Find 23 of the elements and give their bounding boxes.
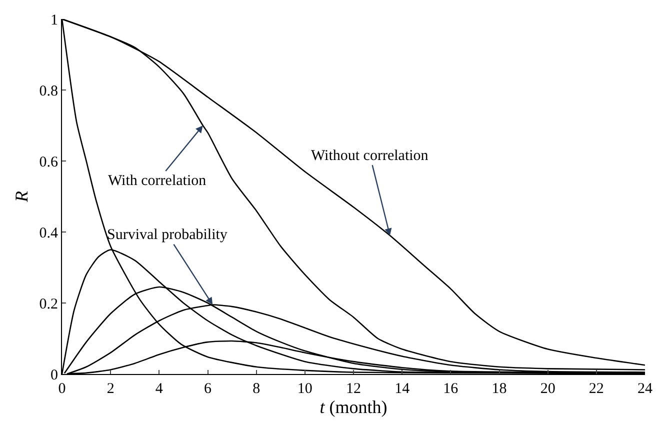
y-tick-label: 0.2 [39, 296, 58, 312]
x-tick-label: 14 [394, 381, 410, 397]
x-tick-label: 2 [106, 381, 114, 397]
y-tick-label: 0.8 [39, 83, 58, 100]
x-tick-label: 10 [297, 381, 312, 397]
y-axis-title: R [11, 191, 32, 203]
y-tick-label: 0.6 [39, 154, 58, 170]
y-tick-label: 0 [50, 367, 58, 384]
x-tick-label: 4 [155, 381, 164, 397]
annotation: Without correlation [311, 148, 429, 164]
annotation: With correlation [108, 173, 207, 189]
x-tick-label: 20 [540, 381, 556, 397]
x-tick-label: 22 [588, 381, 604, 397]
x-tick-label: 12 [346, 381, 361, 397]
y-tick-label: 1 [50, 12, 58, 28]
x-tick-label: 6 [204, 381, 212, 397]
x-tick-label: 8 [252, 381, 260, 397]
x-tick-label: 18 [492, 381, 507, 397]
x-tick-label: 16 [443, 381, 459, 397]
annotation: Survival probability [107, 227, 228, 243]
y-tick-label: 0.4 [39, 225, 58, 242]
x-axis-title: t (month) [320, 397, 388, 418]
x-tick-label: 24 [638, 381, 653, 397]
